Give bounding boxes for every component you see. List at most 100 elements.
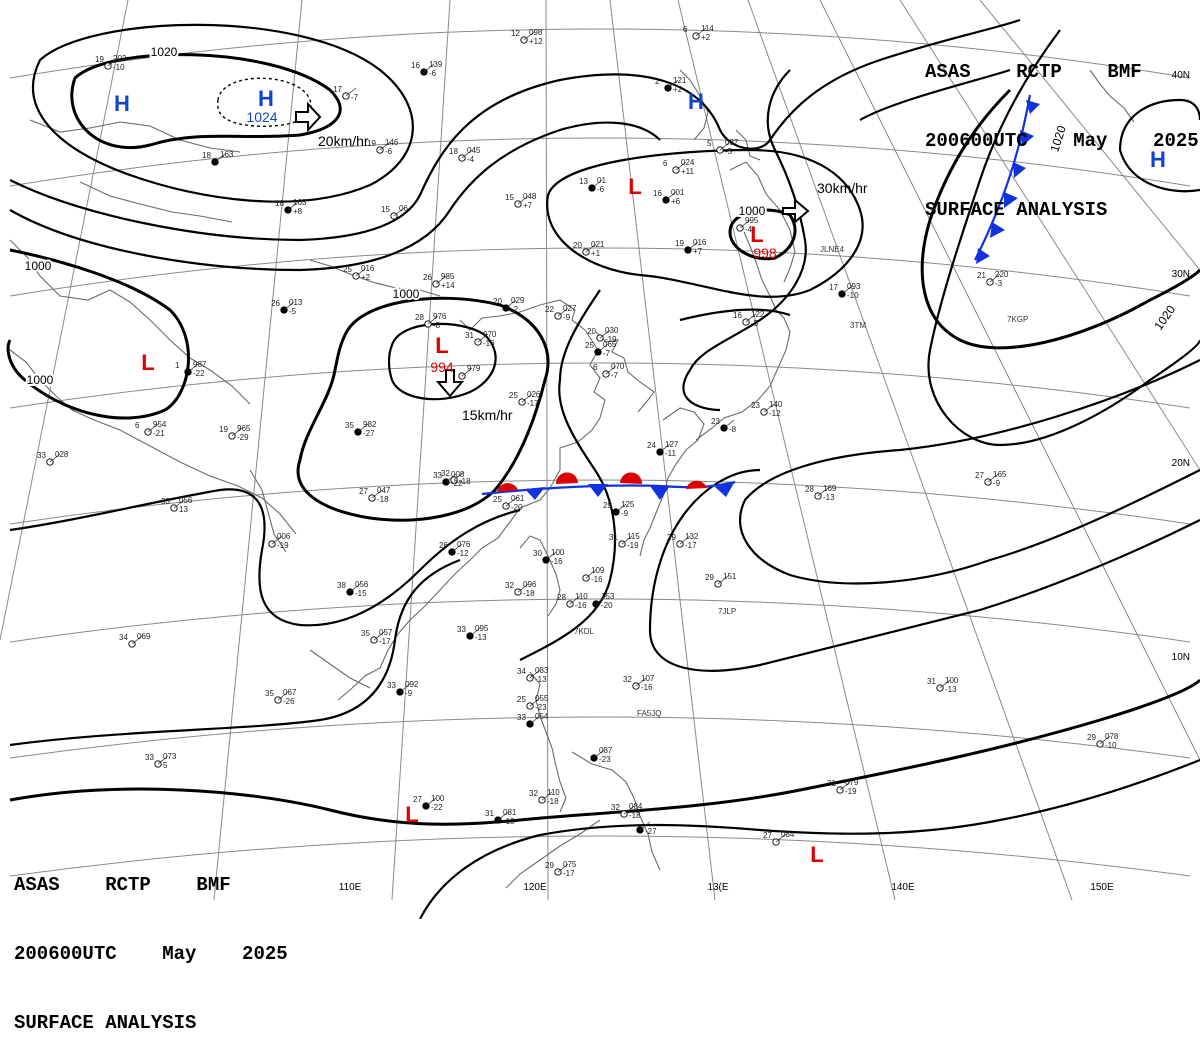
station-temperature: 1 [175, 361, 180, 370]
wind-barb [453, 471, 465, 481]
station-pressure: 070 [611, 362, 625, 371]
station-temperature: 16 [411, 61, 420, 70]
station-pressure: 006 [277, 532, 291, 541]
station-temperature: 16 [653, 189, 662, 198]
station-tendency: -19 [605, 335, 617, 344]
station-plot: 26 013-5 [271, 298, 303, 316]
wind-barb [817, 487, 829, 497]
station-temperature: 23 [711, 417, 720, 426]
station-tendency: -22 [193, 369, 205, 378]
station-temperature: 20 [587, 327, 596, 336]
station-temperature: 27 [413, 795, 422, 804]
station-pressure: 056 [355, 580, 369, 589]
station-temperature: 32 [441, 469, 450, 478]
station-tendency: -10 [113, 63, 125, 72]
station-pressure: 069 [137, 632, 151, 641]
station-tendency: -6 [385, 147, 393, 156]
station-pressure: 163 [220, 150, 234, 159]
station-tendency: -12 [457, 549, 469, 558]
wind-barb [451, 543, 463, 553]
station-temperature: 29 [603, 501, 612, 510]
station-pressure: 065 [603, 340, 617, 349]
station-pressure: 081 [503, 808, 517, 817]
wind-barb [497, 811, 509, 821]
station-tendency: -18 [629, 811, 641, 820]
station-temperature: 17 [333, 85, 342, 94]
station-plot: 087-23 [590, 746, 613, 764]
wind-barb [557, 307, 569, 317]
station-pressure: 140 [769, 400, 783, 409]
station-temperature: 19 [95, 55, 104, 64]
station-plot: 16 139-6 [411, 60, 443, 78]
station-plot: 25 065-7 [585, 340, 617, 358]
station-tendency: -17 [527, 399, 539, 408]
station-pressure: 076 [457, 540, 471, 549]
wind-barb [147, 423, 159, 433]
station-tendency: +8 [293, 207, 303, 216]
station-temperature: 26 [439, 541, 448, 550]
station-plot: 19 146-6 [367, 138, 399, 156]
station-tendency: -8 [729, 425, 737, 434]
wind-barb [939, 679, 951, 689]
station-tendency: -5 [725, 147, 733, 156]
lon-label: 13(E [707, 882, 728, 893]
wind-barb [987, 473, 999, 483]
lon-label: 140E [891, 882, 915, 893]
station-pressure: 982 [363, 420, 377, 429]
station-plot: 31 079-19 [827, 778, 859, 796]
station-pressure: 165 [993, 470, 1007, 479]
high-center-value: 1024 [246, 109, 277, 125]
station-pressure: 995 [745, 216, 759, 225]
station-plot: 33 054 [517, 712, 549, 728]
station-temperature: 18 [202, 151, 211, 160]
station-plot: 30 100-16 [533, 548, 565, 566]
wind-barb [469, 627, 481, 637]
station-temperature: 22 [545, 305, 554, 314]
low-center-symbol: L [628, 174, 641, 199]
station-temperature: 35 [345, 421, 354, 430]
station-pressure: 030 [605, 326, 619, 335]
station-tendency: +7 [523, 201, 533, 210]
station-temperature: 6 [135, 421, 140, 430]
station-temperature: 33 [161, 497, 170, 506]
station-tendency: -10 [1105, 741, 1117, 750]
station-temperature: 16 [275, 199, 284, 208]
station-pressure: 098 [529, 28, 543, 37]
wind-barb [283, 301, 295, 311]
lat-label: 30N [1172, 269, 1190, 280]
movement-arrow [435, 369, 465, 398]
station-plot: 33 095-13 [457, 624, 489, 642]
station-temperature: 29 [705, 573, 714, 582]
station-temperature: 33 [387, 681, 396, 690]
station-pressure: 067 [283, 688, 297, 697]
station-tendency: -16 [641, 683, 653, 692]
station-plot: 32 096-18 [505, 580, 537, 598]
wind-barb [635, 677, 647, 687]
station-plot: 20 029-2 [493, 296, 525, 314]
station-temperature: 33 [517, 713, 526, 722]
station-plot: 27 165-9 [975, 470, 1007, 488]
station-plot: 979 [458, 364, 481, 380]
movement-labels: 20km/hr 15km/hr 30km/hr [318, 133, 868, 423]
station-temperature: 6 [593, 363, 598, 372]
station-plot: 27 047-18 [359, 486, 391, 504]
station-plot: 13 01-6 [579, 176, 606, 194]
wind-barb [841, 285, 853, 295]
station-plot: 6 954-21 [135, 420, 167, 438]
station-temperature: 15 [505, 193, 514, 202]
station-temperature: 31 [485, 809, 494, 818]
station-pressure: 202 [113, 54, 127, 63]
station-plot: 18 045-4 [449, 146, 481, 164]
station-temperature: 25 [493, 495, 502, 504]
lon-label: 120E [523, 882, 547, 893]
station-plot: 31 115-19 [609, 532, 640, 550]
station-tendency: -16 [575, 601, 587, 610]
wind-barb [425, 797, 437, 807]
station-pressure: 985 [441, 272, 455, 281]
station-tendency: -21 [153, 429, 165, 438]
ship-id: FA5JQ [637, 709, 661, 718]
wind-barb [557, 863, 569, 873]
lat-label: 10N [1172, 652, 1190, 663]
wind-barb [717, 575, 729, 585]
station-plot: 19 965-29 [219, 424, 251, 442]
